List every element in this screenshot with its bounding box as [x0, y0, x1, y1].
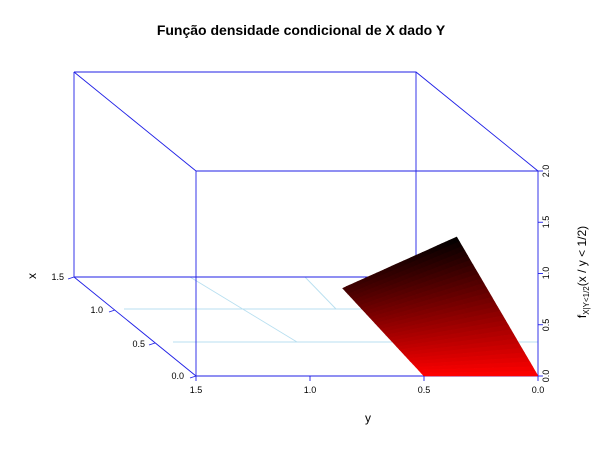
y-tick-label: 0.0: [532, 385, 545, 395]
z-axis-label-sub: X|Y<1/2: [582, 286, 591, 315]
floor-grid-y: [304, 276, 337, 310]
y-axis-label: y: [365, 411, 371, 425]
density-surface: [342, 236, 539, 377]
z-tick-label: 2.0: [541, 165, 551, 178]
z-axis-label-tail: (x / y < 1/2): [575, 226, 589, 286]
x-tick-label: 0.5: [132, 339, 145, 349]
x-tick-mark: [189, 375, 197, 379]
tick-marks: [67, 170, 543, 381]
x-tick-labels: 0.0 0.5 1.0 1.5: [51, 272, 184, 381]
back-top-edge: [74, 71, 539, 172]
z-tick-label: 0.0: [541, 370, 551, 383]
z-axis-label: fX|Y<1/2(x / y < 1/2): [575, 226, 591, 318]
y-tick-label: 0.5: [418, 385, 431, 395]
top-left-edge: [73, 71, 197, 172]
z-axis-label-base: f: [575, 314, 589, 318]
x-tick-mark: [148, 342, 156, 346]
x-tick-label: 0.0: [171, 371, 184, 381]
y-tick-label: 1.0: [304, 385, 317, 395]
floor-left-edge: [73, 276, 197, 377]
x-axis-label: x: [25, 273, 39, 279]
x-tick-label: 1.5: [51, 272, 64, 282]
z-tick-label: 0.5: [541, 319, 551, 332]
z-tick-labels: 0.0 0.5 1.0 1.5 2.0: [541, 165, 551, 383]
surface-facet: [530, 371, 539, 377]
x-tick-label: 1.0: [90, 305, 103, 315]
z-tick-label: 1.5: [541, 216, 551, 229]
x-tick-mark: [67, 276, 75, 280]
floor-grid-y: [189, 276, 298, 343]
chart-title: Função densidade condicional de X dado Y: [157, 22, 446, 38]
y-tick-labels: 1.5 1.0 0.5 0.0: [190, 385, 545, 395]
y-tick-label: 1.5: [190, 385, 203, 395]
x-tick-mark: [108, 309, 116, 313]
z-tick-label: 1.0: [541, 267, 551, 280]
